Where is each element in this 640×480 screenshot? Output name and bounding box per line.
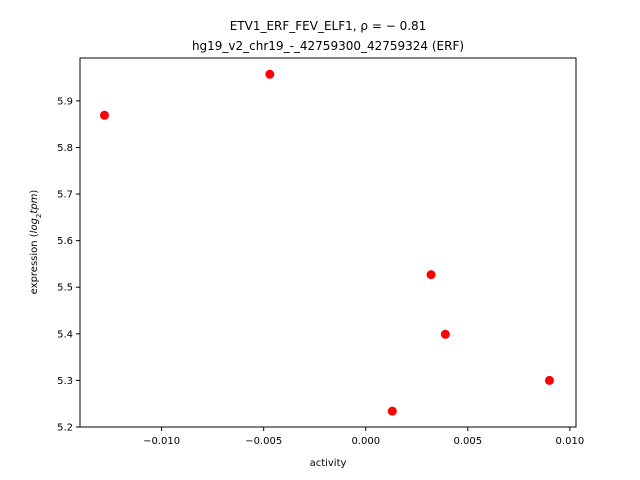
x-tick-label: 0.000 bbox=[351, 436, 380, 447]
y-tick-label: 5.5 bbox=[57, 283, 73, 294]
x-axis-ticks: −0.010 −0.005 0.000 0.005 0.010 bbox=[143, 427, 584, 447]
x-axis-label: activity bbox=[310, 458, 347, 469]
data-point bbox=[440, 329, 450, 339]
data-points bbox=[99, 69, 554, 416]
data-point bbox=[544, 375, 554, 385]
y-tick-label: 5.2 bbox=[57, 423, 73, 434]
y-axis-ticks: 5.2 5.3 5.4 5.5 5.6 5.7 5.8 5.9 bbox=[57, 96, 80, 434]
y-tick-label: 5.4 bbox=[57, 329, 73, 340]
y-tick-label: 5.7 bbox=[57, 190, 73, 201]
y-tick-label: 5.3 bbox=[57, 376, 73, 387]
y-axis-label: expression (log2tpm) bbox=[29, 190, 43, 295]
y-tick-label: 5.8 bbox=[57, 143, 73, 154]
y-tick-label: 5.9 bbox=[57, 96, 73, 107]
x-tick-label: −0.010 bbox=[143, 436, 180, 447]
chart-title-line2: hg19_v2_chr19_-_42759300_42759324 (ERF) bbox=[192, 39, 464, 53]
y-tick-label: 5.6 bbox=[57, 236, 73, 247]
x-tick-label: 0.010 bbox=[556, 436, 585, 447]
data-point bbox=[387, 406, 397, 416]
data-point bbox=[426, 270, 436, 280]
data-point bbox=[265, 69, 275, 79]
x-tick-label: −0.005 bbox=[245, 436, 282, 447]
data-point bbox=[99, 110, 109, 120]
axes-frame bbox=[79, 57, 577, 428]
chart-title-line1: ETV1_ERF_FEV_ELF1, ρ = − 0.81 bbox=[230, 19, 427, 33]
x-tick-label: 0.005 bbox=[453, 436, 482, 447]
